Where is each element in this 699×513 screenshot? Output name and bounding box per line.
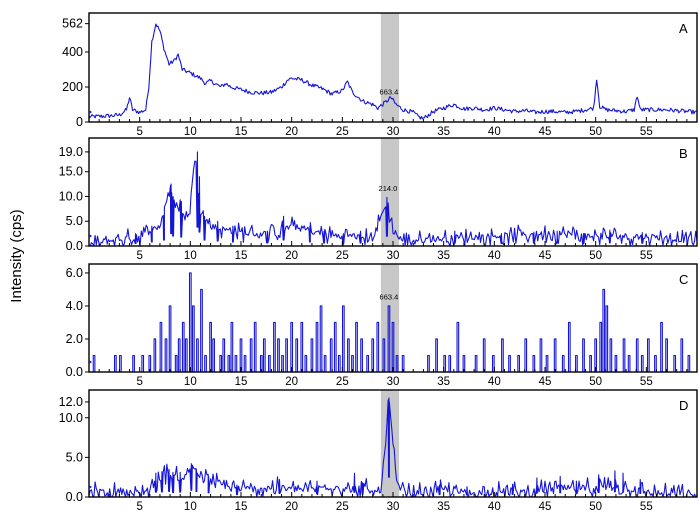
x-tick-label: 5 [136, 126, 142, 138]
y-tick-label: 5.0 [66, 214, 83, 228]
panel-c: 5 10 15 20 25 30 35 40 45 50 55 0.0 2.0 4.0 6.0 C 663.4 [66, 263, 698, 388]
x-tick-label: 50 [589, 376, 602, 388]
x-tick-label: 30 [387, 376, 400, 388]
x-tick-label: 25 [336, 501, 349, 513]
x-tick-label: 10 [184, 376, 197, 388]
x-tick-label: 55 [640, 501, 653, 513]
highlight-band [380, 138, 400, 246]
y-tick-label: 0 [76, 115, 83, 129]
highlight-band [380, 390, 400, 497]
x-tick-label: 20 [285, 250, 298, 262]
x-tick-label: 25 [336, 250, 349, 262]
x-tick-label: 15 [235, 376, 248, 388]
panel-b: 5 10 15 20 25 30 35 40 45 50 55 0.0 5.0 10.0 15.0 19.0 B… [59, 137, 698, 262]
x-tick-label: 15 [235, 501, 248, 513]
x-tick-label: 10 [184, 501, 197, 513]
x-tick-label: 20 [285, 126, 298, 138]
x-tick-label: 5 [136, 250, 142, 262]
trace-d [88, 397, 698, 498]
x-tick-label: 5 [136, 501, 142, 513]
x-tick-label: 30 [387, 501, 400, 513]
panel-d: 5 10 15 20 25 30 35 40 45 50 55 0.0 5.0 10.0 12.0 D [59, 389, 698, 513]
trace-a [88, 23, 698, 120]
y-tick-label: 0.0 [66, 239, 83, 253]
y-tick-label: 19.0 [59, 145, 83, 159]
y-tick-label: 200 [62, 80, 83, 94]
panel-a: 5 10 15 20 25 30 35 40 45 50 55 0 200 400 562 A 663.4 [62, 12, 698, 138]
x-tick-label: 50 [589, 501, 602, 513]
x-tick-label: 50 [589, 250, 602, 262]
baseline-marker [89, 360, 92, 364]
x-tick-label: 35 [437, 501, 450, 513]
x-tick-label: 45 [539, 501, 552, 513]
x-tick-label: 55 [640, 126, 653, 138]
y-tick-label: 10.0 [59, 411, 83, 425]
panel-letter: A [679, 21, 688, 36]
y-tick-label: 12.0 [59, 395, 83, 409]
x-tick-label: 40 [488, 501, 501, 513]
peak-label: 663.4 [380, 293, 399, 302]
y-tick-label: 6.0 [66, 266, 83, 280]
y-tick-label: 15.0 [59, 165, 83, 179]
peak-label: 214.0 [379, 184, 398, 193]
x-tick-label: 5 [136, 376, 142, 388]
x-tick-label: 15 [235, 250, 248, 262]
x-tick-label: 40 [488, 126, 501, 138]
x-tick-label: 25 [336, 376, 349, 388]
x-tick-label: 45 [539, 250, 552, 262]
panel-letter: D [679, 398, 688, 413]
y-tick-label: 5.0 [66, 450, 83, 464]
baseline-marker [89, 110, 92, 114]
x-tick-label: 40 [488, 250, 501, 262]
y-tick-label: 400 [62, 45, 83, 59]
x-tick-label: 10 [184, 126, 197, 138]
x-tick-label: 35 [437, 250, 450, 262]
x-tick-label: 20 [285, 501, 298, 513]
trace-b [88, 151, 698, 247]
y-tick-label: 562 [62, 17, 83, 31]
highlight-band [380, 13, 400, 122]
baseline-marker [89, 234, 92, 238]
panel-letter: C [679, 272, 688, 287]
x-tick-label: 15 [235, 126, 248, 138]
y-tick-label: 4.0 [66, 299, 83, 313]
x-tick-label: 45 [539, 126, 552, 138]
baseline-marker [89, 485, 92, 489]
x-tick-label: 30 [387, 250, 400, 262]
x-tick-label: 50 [589, 126, 602, 138]
x-tick-label: 35 [437, 126, 450, 138]
x-tick-label: 55 [640, 250, 653, 262]
y-tick-label: 0.0 [66, 365, 83, 379]
panel-letter: B [679, 146, 688, 161]
peak-label: 663.4 [380, 88, 399, 97]
x-tick-label: 45 [539, 376, 552, 388]
y-tick-label: 2.0 [66, 332, 83, 346]
x-tick-label: 10 [184, 250, 197, 262]
x-tick-label: 40 [488, 376, 501, 388]
x-tick-label: 55 [640, 376, 653, 388]
y-tick-label: 0.0 [66, 490, 83, 504]
x-tick-label: 20 [285, 376, 298, 388]
y-tick-label: 10.0 [59, 189, 83, 203]
x-tick-label: 30 [387, 126, 400, 138]
x-tick-label: 35 [437, 376, 450, 388]
y-axis-label: Intensity (cps) [8, 209, 25, 302]
x-tick-label: 25 [336, 126, 349, 138]
